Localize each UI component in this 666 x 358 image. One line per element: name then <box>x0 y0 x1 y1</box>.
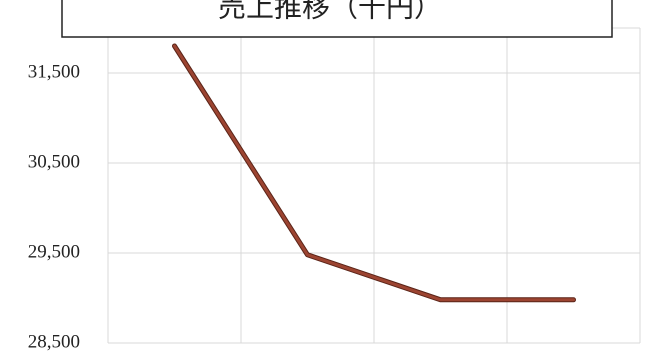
y-tick-label: 29,500 <box>28 241 80 262</box>
vertical-grid <box>107 28 641 343</box>
line <box>173 44 575 302</box>
plot: 28,500 29,500 30,500 31,500 <box>28 27 640 352</box>
title-box <box>61 0 613 38</box>
y-tick-label: 31,500 <box>28 61 80 82</box>
y-tick-label: 28,500 <box>28 331 80 352</box>
y-tick-label: 30,500 <box>28 151 80 172</box>
chart-title: 売上推移（千円） <box>218 0 442 23</box>
